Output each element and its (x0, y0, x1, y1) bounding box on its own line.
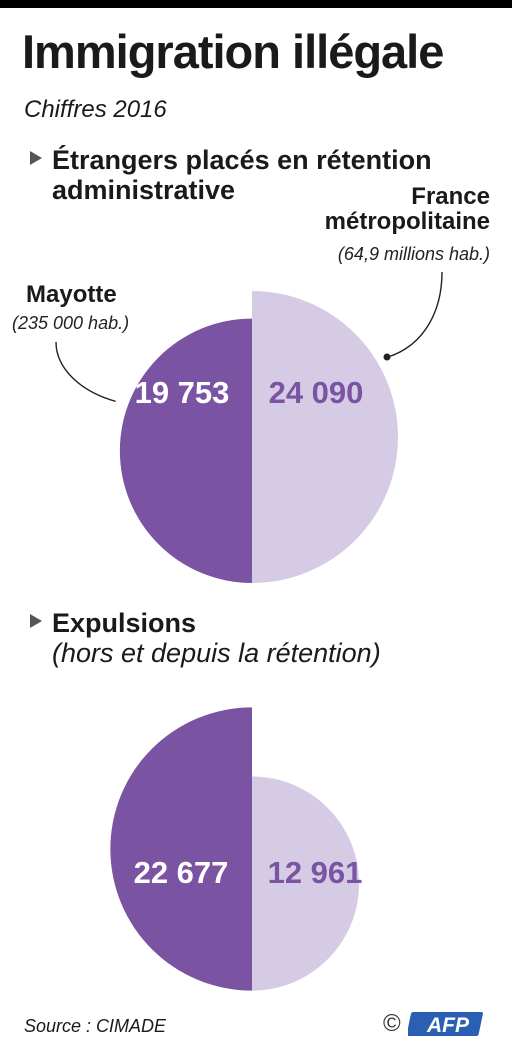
mayotte-population: (235 000 hab.) (12, 313, 130, 333)
section-expulsions-heading: Expulsions (hors et depuis la rétention) (30, 608, 490, 668)
leader-dot (383, 353, 391, 361)
slice-france-expulsions (252, 776, 360, 991)
value-label-mayotte-expulsions: 22 677 (134, 855, 229, 890)
top-rule (0, 0, 512, 8)
france-label-line2: métropolitaine (324, 208, 490, 236)
leader-line-france (383, 271, 443, 361)
section-expulsions-title: Expulsions (52, 608, 197, 638)
triangle-bullet-icon (30, 614, 42, 628)
leader-line-path (55, 341, 119, 403)
mayotte-label: Mayotte (26, 281, 117, 308)
slice-mayotte-retention (119, 318, 252, 583)
afp-logo-text: AFP (426, 1014, 470, 1037)
page-title: Immigration illégale (22, 25, 444, 78)
leader-dot (115, 398, 123, 406)
chart-expulsions: 22 677 12 961 (110, 707, 363, 991)
slice-mayotte-expulsions (110, 707, 252, 991)
france-population: (64,9 millions hab.) (337, 244, 490, 264)
leader-line-mayotte (55, 341, 123, 406)
slice-france-retention (252, 291, 398, 583)
afp-logo-icon: AFP (408, 1012, 483, 1037)
leader-line-path (387, 271, 443, 358)
page-subtitle: Chiffres 2016 (24, 96, 167, 123)
value-label-france-retention: 24 090 (269, 375, 364, 410)
source-note: Source : CIMADE (24, 1016, 167, 1036)
copyright-symbol: © (383, 1010, 401, 1037)
france-label-line1: France (411, 183, 490, 210)
france-label: France métropolitaine (290, 184, 490, 234)
section-retention-title: Étrangers placés en rétention administra… (52, 145, 432, 206)
afp-logo-background (408, 1012, 483, 1036)
value-label-mayotte-retention: 19 753 (135, 375, 230, 410)
triangle-bullet-icon (30, 151, 42, 165)
section-retention-heading: Étrangers placés en rétention administra… (30, 145, 490, 205)
chart-retention: 19 753 24 090 (119, 291, 398, 583)
value-label-france-expulsions: 12 961 (268, 855, 363, 890)
section-expulsions-subtitle: (hors et depuis la rétention) (52, 638, 381, 669)
